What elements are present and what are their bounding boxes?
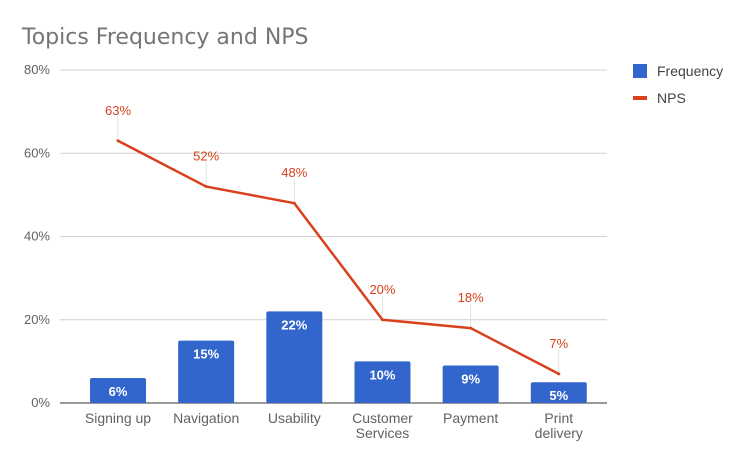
y-tick-label: 40%: [24, 229, 50, 244]
frequency-bar-label: 10%: [369, 367, 395, 382]
legend: Frequency NPS: [633, 63, 723, 106]
x-tick-label: Customer Services: [352, 410, 413, 441]
legend-nps-label: NPS: [657, 90, 686, 106]
nps-data-label: 52%: [193, 149, 219, 164]
label-layer: 63% 52% 48% 20% 18% 7%: [105, 103, 569, 372]
y-tick-label: 20%: [24, 312, 50, 327]
legend-frequency-label: Frequency: [657, 63, 723, 79]
nps-point: [116, 139, 120, 143]
grid-layer: 0% 20% 40% 60% 80% Signing up Navigation Usabil…: [24, 62, 607, 441]
x-tick-label: Navigation: [173, 410, 239, 426]
nps-point: [292, 201, 296, 205]
nps-point: [469, 326, 473, 330]
chart-title: Topics Frequency and NPS: [21, 25, 309, 50]
x-tick-label: Payment: [443, 410, 498, 426]
line-layer: [116, 139, 561, 376]
nps-line: [117, 139, 560, 375]
legend-nps-swatch: [633, 96, 647, 100]
frequency-bar: [354, 361, 411, 403]
nps-point: [557, 372, 561, 376]
nps-data-label: 48%: [281, 165, 307, 180]
nps-data-label: 7%: [549, 336, 568, 351]
y-tick-label: 60%: [24, 145, 50, 160]
x-tick-label: Print delivery: [535, 410, 583, 441]
frequency-bar: [90, 378, 146, 403]
x-tick-label: Signing up: [85, 410, 151, 426]
y-tick-label: 0%: [31, 395, 50, 410]
frequency-bar: [530, 382, 587, 403]
x-tick-label: Usability: [268, 410, 321, 426]
nps-data-label: 20%: [369, 282, 395, 297]
frequency-bar-label: 22%: [281, 317, 307, 332]
nps-point: [380, 318, 384, 322]
frequency-bar: [266, 311, 323, 403]
y-tick-label: 80%: [24, 62, 50, 77]
frequency-bar: [178, 340, 235, 403]
frequency-bar-label: 9%: [461, 372, 480, 387]
frequency-bar-label: 15%: [193, 347, 219, 362]
frequency-bar: [442, 365, 499, 403]
frequency-bar-label: 6%: [109, 384, 128, 399]
frequency-bar-label: 5%: [549, 388, 568, 403]
bar-layer: 6% 15% 22% 10% 9% 5%: [90, 311, 587, 403]
legend-frequency-swatch: [633, 64, 647, 78]
nps-point: [204, 185, 208, 189]
nps-data-label: 18%: [458, 290, 484, 305]
nps-data-label: 63%: [105, 103, 131, 118]
